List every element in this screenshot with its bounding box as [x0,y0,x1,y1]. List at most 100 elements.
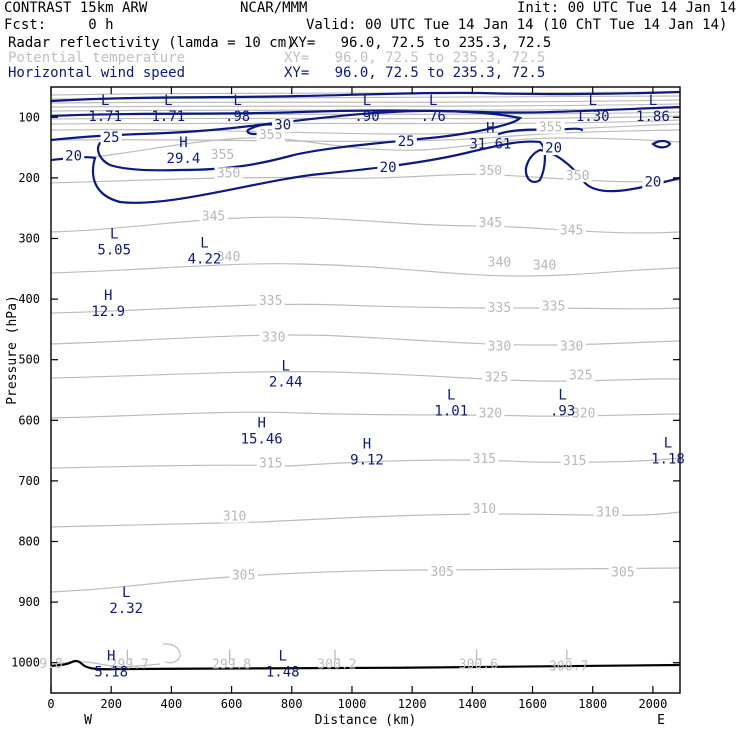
surface-theta-label-3: 299.8 [212,658,251,673]
theta-label-26-bg [470,503,499,516]
theta-label-14-bg [539,300,568,313]
extremum-type-16: H [363,437,371,453]
extremum-value-5: 1.30 [576,109,610,125]
theta-label-5-bg [563,169,592,183]
extremum-value-8: 29.4 [167,151,201,167]
extremum-type-5: L [589,93,597,109]
theta-label-11: 340 [533,258,556,273]
theta-label-2: 355 [539,120,562,135]
theta-label-6: 345 [202,209,225,224]
x-tick-label-1: 200 [100,697,122,711]
surface-theta-label-0: L [125,648,133,663]
theta-label-15-bg [259,331,288,344]
x-tick-label-2: 400 [161,697,183,711]
x-tick-label-7: 1400 [458,697,487,711]
x-tick-label-3: 600 [221,697,243,711]
wind-label-2: 30 [274,118,291,134]
init-time: Init: 00 UTC Tue 14 Jan 14 [517,0,737,16]
wind-label-1-bg [100,131,122,145]
field-reflectivity-xy: XY= 96.0, 72.5 to 235.3, 72.5 [290,35,552,51]
y-tick-label-1: 200 [18,171,40,185]
terrain [50,659,681,671]
theta-label-16: 330 [488,340,511,355]
theta-label-12: 335 [259,294,282,309]
theta-label-3: 350 [217,166,240,181]
theta-label-9: 340 [217,250,240,265]
theta-label-11-bg [530,259,559,272]
theta-label-29: 305 [431,565,454,580]
theta-label-28-bg [229,569,258,583]
y-tick-label-4: 500 [18,353,40,367]
x-tick-label-8: 1600 [518,697,547,711]
theta-label-2-bg [536,121,565,134]
theta-label-0-bg [208,149,237,162]
extremum-value-1: 1.71 [152,109,186,125]
extremum-type-3: L [363,93,371,109]
theta-label-0: 355 [211,148,234,163]
forecast-hour: Fcst: 0 h [4,17,114,33]
theta-label-18: 325 [485,371,508,386]
extremum-type-15: H [257,415,265,431]
theta-label-8: 345 [560,223,583,238]
extremum-type-11: H [104,288,112,304]
theta-label-25: 310 [223,509,246,524]
surface-theta-label-4: L [333,648,341,663]
extremum-value-19: 5.18 [94,665,128,681]
theta-label-25-bg [220,510,249,523]
extremum-value-17: 1.18 [651,451,685,467]
wind-label-6-bg [642,175,664,189]
surface-theta-label-8: L [565,648,573,663]
theta-label-8-bg [557,224,586,237]
field-reflectivity-name: Radar reflectivity (lamda = 10 cm) [8,35,295,51]
field-theta-name: Potential temperature [8,50,186,66]
extremum-type-1: L [164,93,172,109]
model-title: CONTRAST 15km ARW [4,0,148,16]
theta-label-19-bg [566,369,595,383]
y-tick-label-5: 600 [18,413,40,427]
x-tick-label-10: 2000 [638,697,667,711]
y-tick-label-9: 1000 [11,656,40,670]
wind-label-3: 25 [398,134,415,150]
extremum-value-2: .98 [225,109,250,125]
field-wind-xy: XY= 96.0, 72.5 to 235.3, 72.5 [284,65,546,81]
surface-theta-label-9: 300.7 [549,659,588,674]
field-wind-name: Horizontal wind speed [8,65,186,81]
wind-label-0-bg [62,149,85,163]
extremum-type-10: L [200,235,208,251]
theta-label-23-bg [470,452,499,466]
theta-label-28: 305 [232,569,255,584]
x-end-label-right: E [657,713,665,728]
extremum-type-17: L [664,435,672,451]
theta-label-13-bg [485,301,514,315]
extremum-type-20: L [279,649,287,665]
theta-label-21-bg [569,407,598,420]
extremum-value-6: 1.86 [636,109,670,125]
theta-label-26: 310 [473,502,496,517]
y-tick-label-0: 100 [18,110,40,124]
theta-label-29-bg [428,566,457,579]
wind-label-4: 20 [380,160,397,176]
theta-label-1-bg [256,129,285,142]
wind-label-3-bg [395,135,417,149]
theta-label-13: 335 [488,301,511,316]
extremum-type-7: H [486,120,494,136]
extremum-value-12: 2.44 [269,374,303,390]
y-tick-label-6: 700 [18,474,40,488]
theta-label-22-bg [256,457,285,470]
theta-label-30-bg [608,566,637,580]
x-tick-label-4: 800 [281,697,303,711]
extremum-type-19: H [107,649,115,665]
wind-label-5: 20 [545,141,562,157]
surface-theta-label-10: 9.8 [39,657,62,672]
y-tick-label-7: 800 [18,535,40,549]
y-axis-title: Pressure (hPa) [5,295,20,405]
theta-label-21: 320 [572,406,595,421]
wind-label-6: 20 [644,174,661,190]
theta-label-27: 310 [596,506,619,521]
theta-label-15: 330 [262,331,285,346]
extremum-type-18: L [122,585,130,601]
extremum-value-20: 1.48 [266,665,300,681]
extremum-value-10: 4.22 [188,251,222,267]
x-end-label-left: W [84,713,92,728]
